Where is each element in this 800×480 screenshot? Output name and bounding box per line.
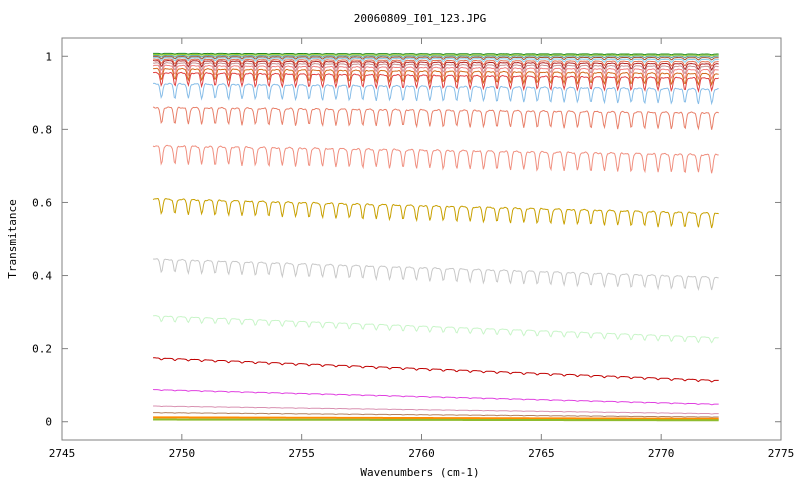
spectrum-line	[152, 59, 719, 71]
series-layer	[152, 52, 719, 422]
spectrum-line	[152, 106, 719, 131]
tick-layer: 2745 2750 2755 2760 2765 2770 2775 0 0.2 0.4 0.6 0.…	[32, 38, 794, 460]
spectrum-line	[152, 82, 719, 106]
spectrum-line	[153, 52, 719, 56]
spectrum-line	[152, 258, 719, 291]
y-tick-label: 0	[45, 416, 52, 429]
y-tick-label: 0.2	[32, 343, 52, 356]
y-tick-label: 0.4	[32, 270, 52, 283]
y-tick-label: 0.6	[32, 196, 52, 209]
y-tick-label: 1	[45, 50, 52, 63]
y-axis-title: Transmitance	[6, 199, 19, 278]
spectrum-line	[153, 412, 719, 418]
spectrum-line	[153, 416, 719, 420]
x-tick-label: 2775	[768, 447, 795, 460]
spectrum-line	[153, 389, 719, 406]
spectrum-line	[153, 53, 719, 57]
spectrum-line	[152, 64, 719, 81]
spectrum-line	[153, 315, 719, 344]
x-tick-label: 2755	[288, 447, 315, 460]
spectrum-line	[153, 405, 719, 415]
spectrum-line	[152, 198, 719, 229]
x-tick-label: 2745	[49, 447, 76, 460]
spectrum-line	[152, 144, 719, 174]
spectrum-line	[153, 54, 719, 59]
spectrum-line	[153, 56, 719, 61]
spectrum-line	[153, 71, 719, 93]
x-tick-label: 2765	[528, 447, 555, 460]
x-tick-label: 2750	[169, 447, 196, 460]
y-tick-label: 0.8	[32, 123, 52, 136]
spectrum-line	[153, 357, 719, 383]
spectrum-line	[152, 62, 719, 75]
spectrum-line	[153, 58, 719, 67]
chart-title: 20060809_I01_123.JPG	[354, 12, 486, 25]
x-tick-label: 2760	[408, 447, 435, 460]
x-tick-label: 2770	[648, 447, 675, 460]
x-axis-title: Wavenumbers (cm-1)	[360, 466, 479, 479]
spectrum-line	[153, 57, 719, 64]
spectrum-line	[153, 418, 719, 422]
spectrum-line	[152, 67, 719, 87]
